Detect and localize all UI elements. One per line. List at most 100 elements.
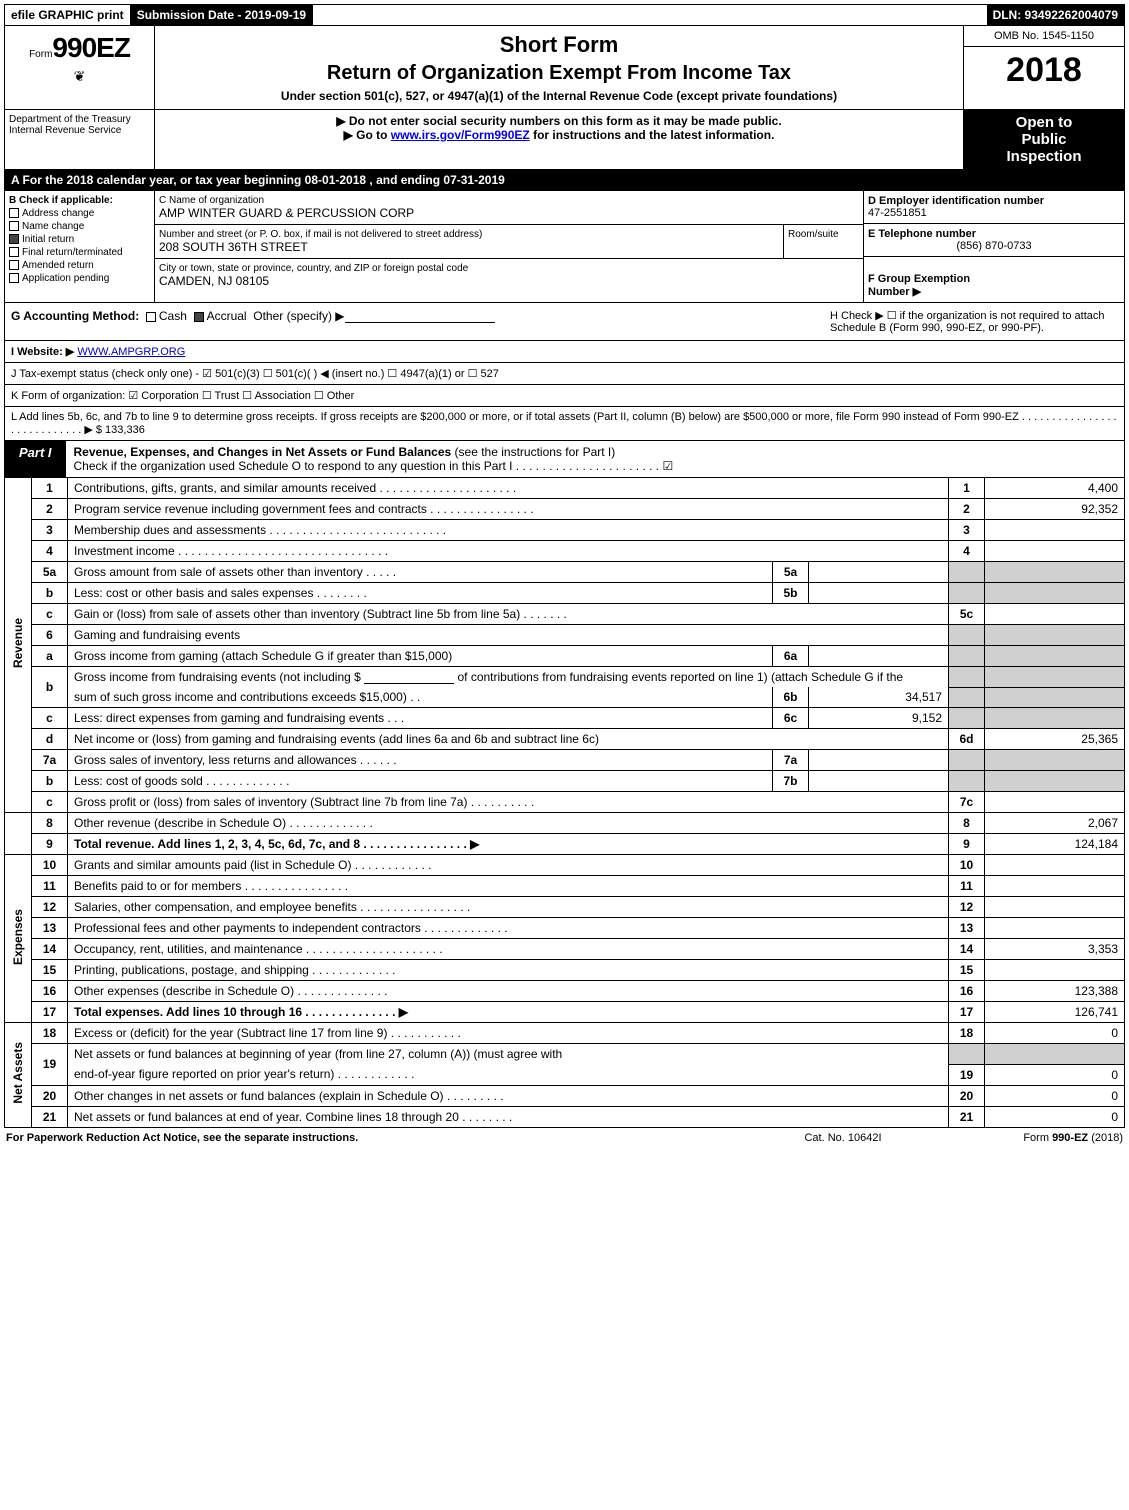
- val-18: 0: [985, 1023, 1125, 1044]
- line-21: 21 Net assets or fund balances at end of…: [5, 1106, 1125, 1127]
- val-6b: 34,517: [809, 687, 949, 708]
- line-2: 2 Program service revenue including gove…: [5, 499, 1125, 520]
- line-18: Net Assets 18 Excess or (deficit) for th…: [5, 1023, 1125, 1044]
- col-c: C Name of organization AMP WINTER GUARD …: [155, 191, 864, 302]
- seal-icon: ❦: [11, 68, 148, 85]
- inspection-badge: Open to Public Inspection: [964, 110, 1124, 169]
- tel-cell: E Telephone number (856) 870-0733: [864, 224, 1124, 257]
- line-4: 4 Investment income . . . . . . . . . . …: [5, 541, 1125, 562]
- website-link[interactable]: WWW.AMPGRP.ORG: [77, 346, 185, 358]
- irs-link[interactable]: www.irs.gov/Form990EZ: [391, 128, 530, 142]
- line-3: 3 Membership dues and assessments . . . …: [5, 520, 1125, 541]
- val-6d: 25,365: [985, 729, 1125, 750]
- line-10: Expenses 10 Grants and similar amounts p…: [5, 855, 1125, 876]
- part1-title: Revenue, Expenses, and Changes in Net As…: [66, 441, 1124, 477]
- footer-right: Form 990-EZ (2018): [943, 1132, 1123, 1144]
- line-16: 16 Other expenses (describe in Schedule …: [5, 981, 1125, 1002]
- part1-header: Part I Revenue, Expenses, and Changes in…: [4, 441, 1125, 478]
- subtitle: Under section 501(c), 527, or 4947(a)(1)…: [167, 89, 951, 103]
- line-19b: end-of-year figure reported on prior yea…: [5, 1064, 1125, 1085]
- val-21: 0: [985, 1106, 1125, 1127]
- cb-address-change[interactable]: Address change: [9, 208, 150, 219]
- form-id-box: Form990EZ ❦: [5, 26, 155, 109]
- line-1: Revenue 1 Contributions, gifts, grants, …: [5, 478, 1125, 499]
- row-l: L Add lines 5b, 6c, and 7b to line 9 to …: [4, 407, 1125, 441]
- instr-line2: ▶ Go to www.irs.gov/Form990EZ for instru…: [159, 128, 959, 142]
- gross-receipts-amount: 133,336: [105, 424, 145, 436]
- line-19a: 19 Net assets or fund balances at beginn…: [5, 1044, 1125, 1065]
- val-1: 4,400: [985, 478, 1125, 499]
- row-i: I Website: ▶ WWW.AMPGRP.ORG: [4, 341, 1125, 363]
- line-13: 13 Professional fees and other payments …: [5, 918, 1125, 939]
- short-form-title: Short Form: [167, 32, 951, 58]
- footer-left: For Paperwork Reduction Act Notice, see …: [6, 1132, 743, 1144]
- org-name: AMP WINTER GUARD & PERCUSSION CORP: [159, 206, 859, 220]
- line-6: 6 Gaming and fundraising events: [5, 625, 1125, 646]
- val-8: 2,067: [985, 813, 1125, 834]
- topbar: efile GRAPHIC print Submission Date - 20…: [4, 4, 1125, 26]
- line-7a: 7a Gross sales of inventory, less return…: [5, 750, 1125, 771]
- header-row2: Department of the Treasury Internal Reve…: [4, 110, 1125, 170]
- sidetab-revenue: Revenue: [5, 478, 32, 813]
- row-j: J Tax-exempt status (check only one) - ☑…: [4, 363, 1125, 385]
- ein-cell: D Employer identification number 47-2551…: [864, 191, 1124, 224]
- form-header: Form990EZ ❦ Short Form Return of Organiz…: [4, 26, 1125, 110]
- row-h: H Check ▶ ☐ if the organization is not r…: [824, 303, 1124, 340]
- cb-application-pending[interactable]: Application pending: [9, 273, 150, 284]
- header-instructions: ▶ Do not enter social security numbers o…: [155, 110, 964, 169]
- cb-initial-return[interactable]: Initial return: [9, 234, 150, 245]
- city-cell: City or town, state or province, country…: [155, 259, 863, 292]
- form-prefix: Form: [29, 49, 52, 60]
- line-15: 15 Printing, publications, postage, and …: [5, 960, 1125, 981]
- line-7b: b Less: cost of goods sold . . . . . . .…: [5, 771, 1125, 792]
- row-g: G Accounting Method: Cash Accrual Other …: [5, 303, 824, 340]
- form-title-box: Short Form Return of Organization Exempt…: [155, 26, 964, 109]
- city-state-zip: CAMDEN, NJ 08105: [159, 274, 859, 288]
- cb-name-change[interactable]: Name change: [9, 221, 150, 232]
- line-17: 17 Total expenses. Add lines 10 through …: [5, 1002, 1125, 1023]
- line-6d: d Net income or (loss) from gaming and f…: [5, 729, 1125, 750]
- val-14: 3,353: [985, 939, 1125, 960]
- submission-date: Submission Date - 2019-09-19: [131, 5, 313, 25]
- omb-number: OMB No. 1545-1150: [964, 26, 1124, 47]
- val-2: 92,352: [985, 499, 1125, 520]
- line-20: 20 Other changes in net assets or fund b…: [5, 1085, 1125, 1106]
- val-9: 124,184: [985, 834, 1125, 855]
- val-19: 0: [985, 1064, 1125, 1085]
- footer-center: Cat. No. 10642I: [743, 1132, 943, 1144]
- room-suite-label: Room/suite: [783, 225, 863, 258]
- form-number: 990EZ: [52, 32, 130, 63]
- val-20: 0: [985, 1085, 1125, 1106]
- topbar-spacer: [313, 5, 986, 25]
- header-right: OMB No. 1545-1150 2018: [964, 26, 1124, 109]
- instr-line1: ▶ Do not enter social security numbers o…: [159, 114, 959, 128]
- tax-year-begin: 08-01-2018: [305, 173, 366, 187]
- lines-table: Revenue 1 Contributions, gifts, grants, …: [4, 478, 1125, 1128]
- col-b-head: B Check if applicable:: [9, 195, 150, 206]
- sidetab-expenses: Expenses: [5, 855, 32, 1023]
- part1-sub: Check if the organization used Schedule …: [74, 459, 674, 473]
- line-11: 11 Benefits paid to or for members . . .…: [5, 876, 1125, 897]
- line-6b: b Gross income from fundraising events (…: [5, 667, 1125, 688]
- val-16: 123,388: [985, 981, 1125, 1002]
- line-8: 8 Other revenue (describe in Schedule O)…: [5, 813, 1125, 834]
- efile-label: efile GRAPHIC print: [5, 5, 131, 25]
- group-exemption-cell: F Group Exemption Number ▶: [864, 257, 1124, 302]
- ein-value: 47-2551851: [868, 207, 1120, 219]
- line-12: 12 Salaries, other compensation, and emp…: [5, 897, 1125, 918]
- dln: DLN: 93492262004079: [987, 5, 1124, 25]
- street-cell: Number and street (or P. O. box, if mail…: [155, 225, 863, 259]
- cb-amended-return[interactable]: Amended return: [9, 260, 150, 271]
- line-7c: c Gross profit or (loss) from sales of i…: [5, 792, 1125, 813]
- col-d-e-f: D Employer identification number 47-2551…: [864, 191, 1124, 302]
- line-5b: b Less: cost or other basis and sales ex…: [5, 583, 1125, 604]
- val-6c: 9,152: [809, 708, 949, 729]
- line-5a: 5a Gross amount from sale of assets othe…: [5, 562, 1125, 583]
- col-b-checkboxes: B Check if applicable: Address change Na…: [5, 191, 155, 302]
- tel-value: (856) 870-0733: [868, 240, 1120, 252]
- street-address: 208 SOUTH 36TH STREET: [159, 240, 779, 254]
- org-name-cell: C Name of organization AMP WINTER GUARD …: [155, 191, 863, 225]
- department: Department of the Treasury Internal Reve…: [5, 110, 155, 169]
- cb-final-return[interactable]: Final return/terminated: [9, 247, 150, 258]
- line-5c: c Gain or (loss) from sale of assets oth…: [5, 604, 1125, 625]
